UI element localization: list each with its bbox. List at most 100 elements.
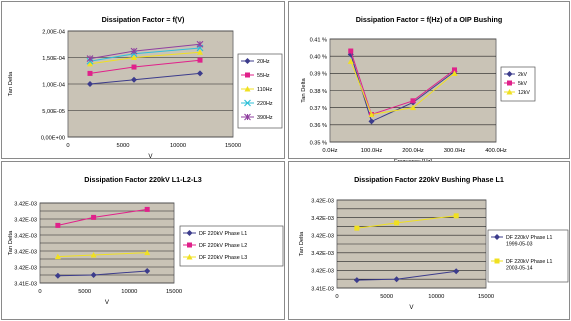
- data-point: [197, 70, 203, 77]
- x-tick-label: 10000: [121, 289, 137, 295]
- y-tick-label: 2,00E-04: [42, 29, 65, 35]
- data-point: [353, 277, 360, 284]
- legend: 2kV 5kV 12kV: [500, 66, 536, 102]
- x-tick-label: 10000: [428, 294, 444, 300]
- chart-1: Dissipation Factor = f(V) 0,00E+00 5,00E-0…: [1, 1, 285, 160]
- x-tick-label: 100.0Hz: [361, 148, 383, 154]
- data-point: [131, 64, 137, 70]
- legend-label: 55Hz: [257, 73, 270, 79]
- y-tick-label: 3.42E-03: [14, 265, 37, 271]
- chart-3: Dissipation Factor 220kV L1-L2-L3 3.41E-0…: [1, 161, 285, 320]
- legend-marker: [186, 230, 193, 236]
- y-tick-label: 0.38 %: [310, 89, 327, 95]
- x-tick-label: 10000: [170, 143, 186, 149]
- series-1: [87, 70, 203, 87]
- chart-title: Dissipation Factor 220kV Bushing Phase L…: [354, 175, 504, 184]
- data-point: [54, 272, 61, 279]
- legend: 20Hz 55Hz 110Hz 220Hz 390Hz: [237, 53, 283, 129]
- legend-label: DF 220kV Phase L1 2003-05-14: [506, 259, 553, 272]
- data-point: [86, 55, 94, 62]
- x-axis-label: V: [148, 153, 153, 160]
- data-point: [144, 268, 151, 274]
- legend-label: DF 220kV Phase L1 1999-05-03: [506, 235, 553, 248]
- y-tick-label: 0.39 %: [310, 72, 327, 78]
- x-tick-label: 5000: [78, 289, 91, 295]
- y-axis-label: Tan Delta: [301, 77, 307, 102]
- y-tick-label: 1,50E-04: [42, 56, 65, 62]
- series-line: [350, 50, 455, 116]
- data-point: [451, 70, 458, 76]
- series-2: [87, 57, 203, 76]
- legend: DF 220kV Phase L1 1999-05-03 DF 220kV Phas…: [487, 229, 569, 283]
- legend-label: 390Hz: [257, 115, 273, 121]
- legend-marker: [187, 242, 192, 248]
- y-tick-label: 3.42E-03: [14, 217, 37, 223]
- chart-title: Dissipation Factor = f(Hz) of a OIP Bush…: [356, 15, 503, 24]
- series-5: [86, 40, 204, 62]
- x-tick-label: 0: [335, 294, 338, 300]
- data-point: [144, 206, 150, 212]
- y-tick-label: 3.42E-03: [311, 251, 334, 257]
- legend-marker: [244, 86, 251, 92]
- chart-title: Dissipation Factor = f(V): [102, 15, 185, 24]
- data-point: [91, 214, 97, 220]
- series-2: [354, 213, 459, 231]
- series-3: [87, 49, 203, 67]
- y-tick-label: 0,00E+00: [41, 135, 65, 141]
- x-axis-label: V: [409, 304, 414, 311]
- data-point: [394, 220, 400, 226]
- x-tick-label: 15000: [166, 289, 182, 295]
- data-point: [368, 111, 375, 118]
- data-point: [393, 276, 400, 283]
- legend-marker: [186, 254, 193, 260]
- legend-box: [487, 229, 569, 283]
- y-axis-label: Tan Delta: [299, 231, 305, 256]
- y-tick-label: 3.41E-03: [311, 286, 334, 292]
- x-tick-label: 200.0Hz: [402, 148, 424, 154]
- legend-marker: [507, 80, 512, 86]
- legend-box: [179, 225, 284, 267]
- legend-label: 110Hz: [257, 87, 272, 93]
- y-tick-label: 3.42E-03: [311, 198, 334, 204]
- y-axis-label: Tan Delta: [8, 71, 14, 96]
- series-line: [350, 61, 455, 116]
- legend-marker: [244, 58, 251, 64]
- data-point: [348, 48, 354, 54]
- chart-2: Dissipation Factor = f(Hz) of a OIP Bush…: [288, 1, 570, 165]
- y-tick-label: 3.42E-03: [14, 249, 37, 255]
- data-point: [87, 81, 93, 87]
- x-tick-label: 400.0Hz: [485, 148, 507, 154]
- legend-label: 12kV: [518, 90, 530, 96]
- legend-label: 220Hz: [257, 101, 273, 107]
- data-point: [368, 118, 375, 125]
- y-tick-label: 3.42E-03: [311, 234, 334, 240]
- data-point: [90, 252, 97, 258]
- data-point: [453, 213, 459, 219]
- y-tick-label: 0.35 %: [310, 140, 327, 146]
- y-tick-label: 0.36 %: [310, 123, 327, 129]
- legend-marker: [244, 113, 251, 121]
- x-tick-label: 15000: [225, 143, 241, 149]
- legend-box: [500, 66, 536, 102]
- data-point: [410, 104, 416, 111]
- data-point: [55, 222, 61, 228]
- y-tick-label: 0.40 %: [310, 54, 327, 60]
- data-point: [131, 76, 137, 83]
- x-tick-label: 0.0Hz: [322, 148, 337, 154]
- data-point: [196, 40, 204, 48]
- y-tick-label: 1,00E-04: [42, 82, 65, 88]
- chart-title: Dissipation Factor 220kV L1-L2-L3: [84, 175, 201, 184]
- data-point: [354, 225, 360, 231]
- x-tick-label: 15000: [478, 294, 494, 300]
- x-tick-label: 0: [66, 143, 69, 149]
- series-2: [55, 206, 150, 228]
- x-tick-label: 5000: [117, 143, 130, 149]
- y-tick-label: 0.37 %: [310, 106, 327, 112]
- data-point: [54, 253, 61, 260]
- x-axis-label: V: [105, 299, 110, 306]
- y-tick-label: 3.42E-03: [14, 201, 37, 207]
- y-tick-label: 3.42E-03: [311, 216, 334, 222]
- data-point: [87, 60, 93, 67]
- x-tick-label: 300.0Hz: [444, 148, 466, 154]
